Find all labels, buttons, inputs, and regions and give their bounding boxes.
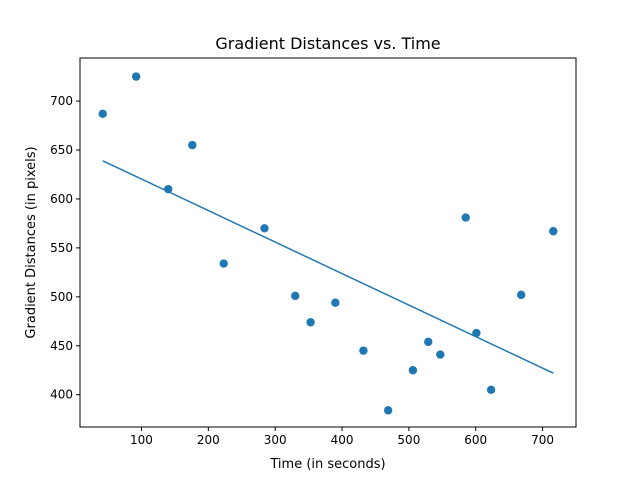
- y-tick-label: 700: [50, 94, 73, 108]
- y-tick-label: 550: [50, 241, 73, 255]
- x-tick-label: 200: [197, 433, 220, 447]
- data-point: [383, 406, 393, 415]
- y-tick-label: 450: [50, 339, 73, 353]
- trend-line: [102, 160, 554, 374]
- y-axis: 400 450 500 550 600 650 700: [50, 94, 80, 402]
- data-point: [98, 109, 107, 118]
- y-tick-label: 500: [50, 290, 73, 304]
- data-point: [408, 366, 418, 375]
- data-point: [486, 385, 496, 395]
- chart-title: Gradient Distances vs. Time: [215, 34, 440, 53]
- data-point: [461, 213, 470, 222]
- data-point: [131, 72, 141, 81]
- x-tick-label: 700: [531, 433, 554, 447]
- plot-frame: [79, 57, 577, 428]
- data-point: [188, 140, 197, 150]
- x-tick-label: 500: [397, 433, 420, 447]
- data-point: [359, 346, 368, 355]
- x-tick-label: 100: [130, 433, 153, 447]
- data-points: [98, 72, 558, 415]
- data-point: [306, 318, 315, 327]
- x-tick-label: 300: [264, 433, 287, 447]
- x-axis-label: Time (in seconds): [269, 457, 385, 472]
- y-axis-label: Gradient Distances (in pixels): [24, 146, 39, 338]
- data-point: [260, 224, 269, 233]
- data-point: [472, 328, 481, 338]
- data-point: [291, 291, 300, 301]
- y-tick-label: 650: [50, 143, 73, 157]
- x-axis: 100 200 300 400 500 600 700: [130, 427, 554, 447]
- x-tick-label: 400: [331, 433, 354, 447]
- y-tick-label: 600: [50, 192, 73, 206]
- y-tick-label: 400: [50, 388, 73, 402]
- x-tick-label: 600: [464, 433, 487, 447]
- data-point: [516, 290, 526, 300]
- data-point: [549, 227, 558, 236]
- data-point: [331, 298, 340, 307]
- data-point: [424, 337, 433, 347]
- data-point: [436, 350, 445, 359]
- data-point: [219, 259, 228, 268]
- data-point: [164, 184, 173, 194]
